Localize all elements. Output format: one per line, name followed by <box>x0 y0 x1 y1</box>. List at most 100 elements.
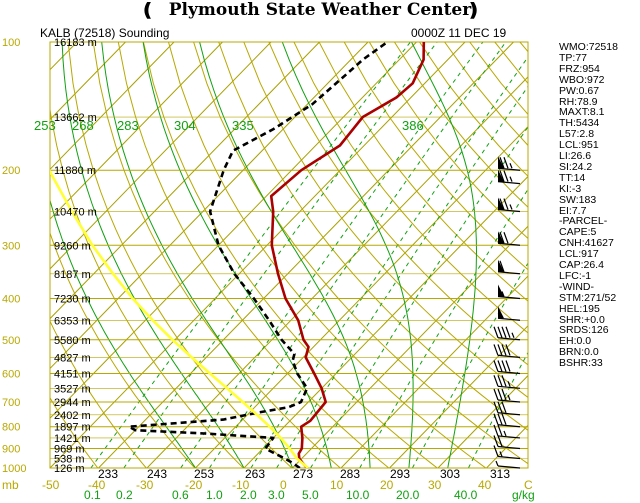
index-line: EH:0.0 <box>559 335 592 348</box>
wind-barb-staff <box>497 337 521 341</box>
dry-adiabat-line <box>117 42 390 468</box>
wind-barb <box>493 435 521 450</box>
index-line: BSHR:33 <box>559 357 603 370</box>
mixing-ratio-line <box>276 85 528 468</box>
wind-barb-flag <box>497 388 503 401</box>
wind-barb-flag <box>497 413 503 425</box>
isotherm-line <box>50 42 417 419</box>
isotherm-line <box>98 42 514 468</box>
height-label: 538 m <box>54 454 85 466</box>
wind-barb-flag <box>497 360 503 372</box>
wind-barb-staff <box>497 445 521 450</box>
wind-barb-flag <box>493 401 499 413</box>
index-line: WMO:72518 <box>559 41 618 53</box>
wind-barb-flag <box>505 326 511 338</box>
wind-barb-staff <box>497 385 521 389</box>
index-line: RH:78.9 <box>559 95 598 108</box>
height-label: 9260 m <box>54 240 91 252</box>
pressure-label: 800 <box>2 422 20 434</box>
temperature-trace <box>269 42 426 468</box>
pressure-label: 700 <box>2 397 20 409</box>
mixing-ratio-label: 2.0 <box>240 488 257 502</box>
index-line: CAP:26.4 <box>559 259 604 271</box>
temperature-tick-label: 40 <box>478 478 492 492</box>
index-line: FRZ:954 <box>559 62 600 75</box>
pressure-label: 100 <box>2 37 20 49</box>
wind-barb-flag <box>493 445 499 457</box>
wind-barb-flag <box>505 360 511 372</box>
height-label: 16183 m <box>54 37 97 49</box>
wind-barb <box>497 197 521 213</box>
wind-barb <box>493 344 521 358</box>
wind-barb-flag <box>499 157 505 169</box>
wind-barb-flag <box>501 326 507 338</box>
wind-barb-flag <box>497 344 503 356</box>
pressure-label: 200 <box>2 165 20 177</box>
wind-barb-flag <box>493 344 499 356</box>
index-line: BRN:0.0 <box>559 346 599 359</box>
height-label: 6353 m <box>54 315 91 327</box>
theta-label-bottom: 273 <box>293 467 313 481</box>
height-label: 5580 m <box>54 335 91 347</box>
theta-label-top: 283 <box>117 118 139 133</box>
index-line: TH:5434 <box>559 117 600 130</box>
wind-barb-flag <box>503 170 509 182</box>
wind-barb <box>493 445 521 460</box>
mixing-ratio-line <box>208 42 507 468</box>
wind-barb-staff <box>497 455 521 460</box>
isotherm-line <box>340 275 528 468</box>
mixing-ratio-label: 10.0 <box>346 488 370 502</box>
index-line: L57:2.8 <box>559 128 595 141</box>
page-title: Plymouth State Weather Center <box>168 0 472 20</box>
station-label: KALB (72518) Sounding <box>40 26 170 40</box>
x-axis-label: C <box>524 478 533 492</box>
dry-adiabat-line <box>50 231 196 468</box>
wind-barb <box>497 306 521 321</box>
isotherm-line <box>50 42 272 270</box>
wind-barb-staff <box>497 412 521 416</box>
wind-barb-staff <box>497 242 521 246</box>
pressure-label: 1000 <box>2 463 26 475</box>
wind-barb-flag <box>499 260 505 272</box>
wind-barb-staff <box>497 370 521 375</box>
isotherm-line <box>437 374 528 468</box>
dewpoint-trace <box>127 42 389 468</box>
background-lines <box>50 42 528 468</box>
theta-label-bottom: 303 <box>440 467 460 481</box>
height-label: 1897 m <box>54 422 91 434</box>
theta-label-top: 268 <box>72 118 94 133</box>
wind-barb-staff <box>497 354 521 358</box>
pressure-label: 500 <box>2 335 20 347</box>
theta-label-top: 304 <box>174 118 196 133</box>
moist-adiabat-line <box>142 42 332 468</box>
height-label: 4151 m <box>54 368 91 380</box>
wind-barb-half-flag <box>499 451 503 457</box>
wind-barbs <box>493 156 521 469</box>
wind-barb-flag <box>497 424 503 437</box>
wind-barb <box>493 413 521 428</box>
wind-barb-staff <box>497 295 521 300</box>
index-line: SHR:+0.0 <box>559 313 605 326</box>
index-line: SW:183 <box>559 193 597 206</box>
wind-barb-pennant <box>498 306 504 319</box>
moist-adiabat-line <box>199 42 371 468</box>
pressure-label: 900 <box>2 444 20 456</box>
wind-barb <box>495 460 521 469</box>
index-line: SRDS:126 <box>559 324 609 337</box>
wind-barb <box>493 360 521 375</box>
theta-label-top: 386 <box>402 118 424 133</box>
wind-barb-flag <box>493 388 499 401</box>
pressure-label: 400 <box>2 293 20 305</box>
temperature-tick-label: 20 <box>380 478 394 492</box>
wind-barb-staff <box>497 167 521 171</box>
mixing-ratio-unit: g/kg <box>512 488 535 502</box>
index-line: LI:26.6 <box>559 150 592 162</box>
wind-barb-half-flag <box>509 176 513 182</box>
wind-barb-flag <box>501 388 507 401</box>
mixing-ratio-label: 1.0 <box>206 488 223 502</box>
header-bar: ❪ Plymouth State Weather Center ❫ <box>0 0 640 22</box>
height-label: 11880 m <box>54 165 96 177</box>
index-line: TT:14 <box>559 171 586 184</box>
temperature-tick-label: -40 <box>88 478 106 492</box>
wind-barb <box>497 169 521 185</box>
